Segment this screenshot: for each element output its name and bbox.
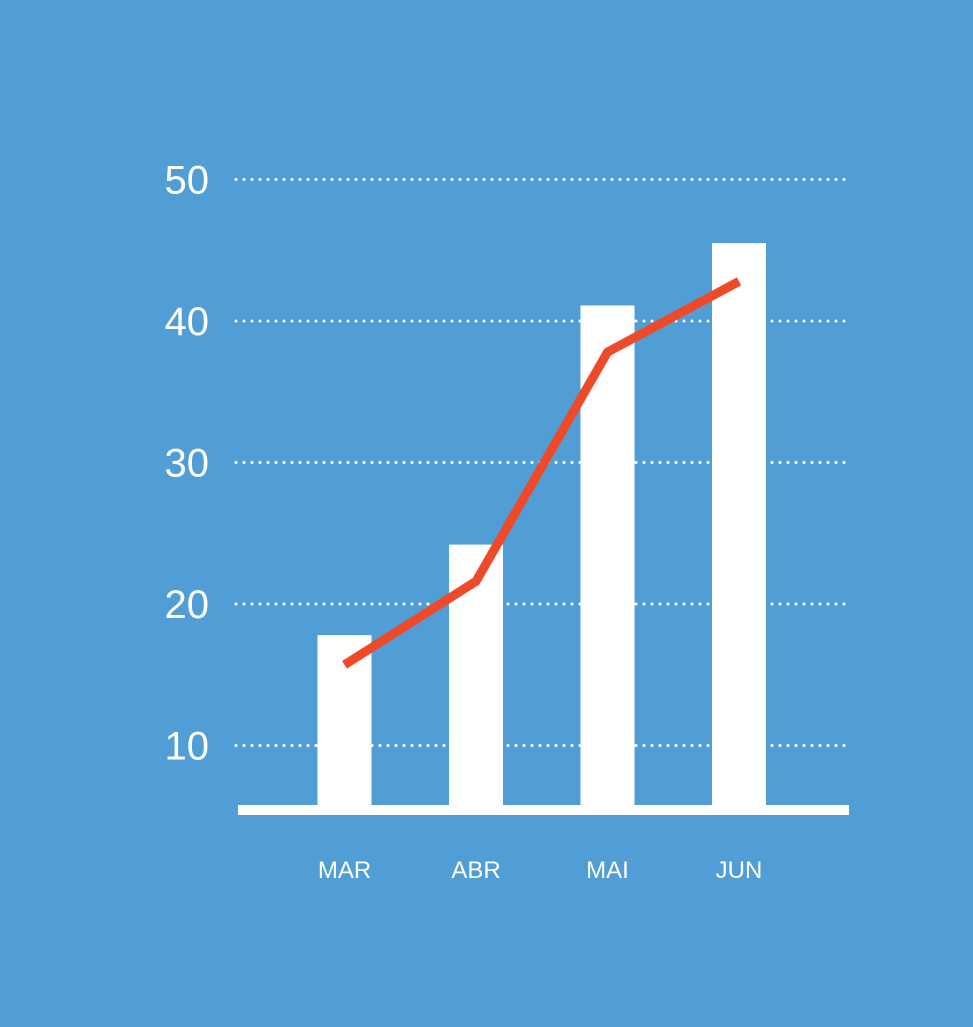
- line-series: [342, 277, 742, 669]
- y-tick-label: 30: [165, 442, 210, 486]
- x-tick-label: ABR: [451, 857, 500, 884]
- x-axis-baseline: [238, 805, 849, 815]
- x-axis-ticks: MAR ABR MAI JUN: [318, 857, 763, 884]
- line-series-path: [342, 277, 742, 669]
- x-tick-label: JUN: [716, 857, 763, 884]
- x-tick-label: MAR: [318, 857, 371, 884]
- bar: [712, 243, 766, 808]
- y-tick-label: 40: [165, 300, 210, 344]
- y-tick-label: 50: [165, 159, 210, 203]
- y-tick-label: 20: [165, 583, 210, 627]
- x-tick-label: MAI: [586, 857, 629, 884]
- y-axis-ticks: 10 20 30 40 50: [165, 159, 210, 769]
- y-tick-label: 10: [165, 725, 210, 769]
